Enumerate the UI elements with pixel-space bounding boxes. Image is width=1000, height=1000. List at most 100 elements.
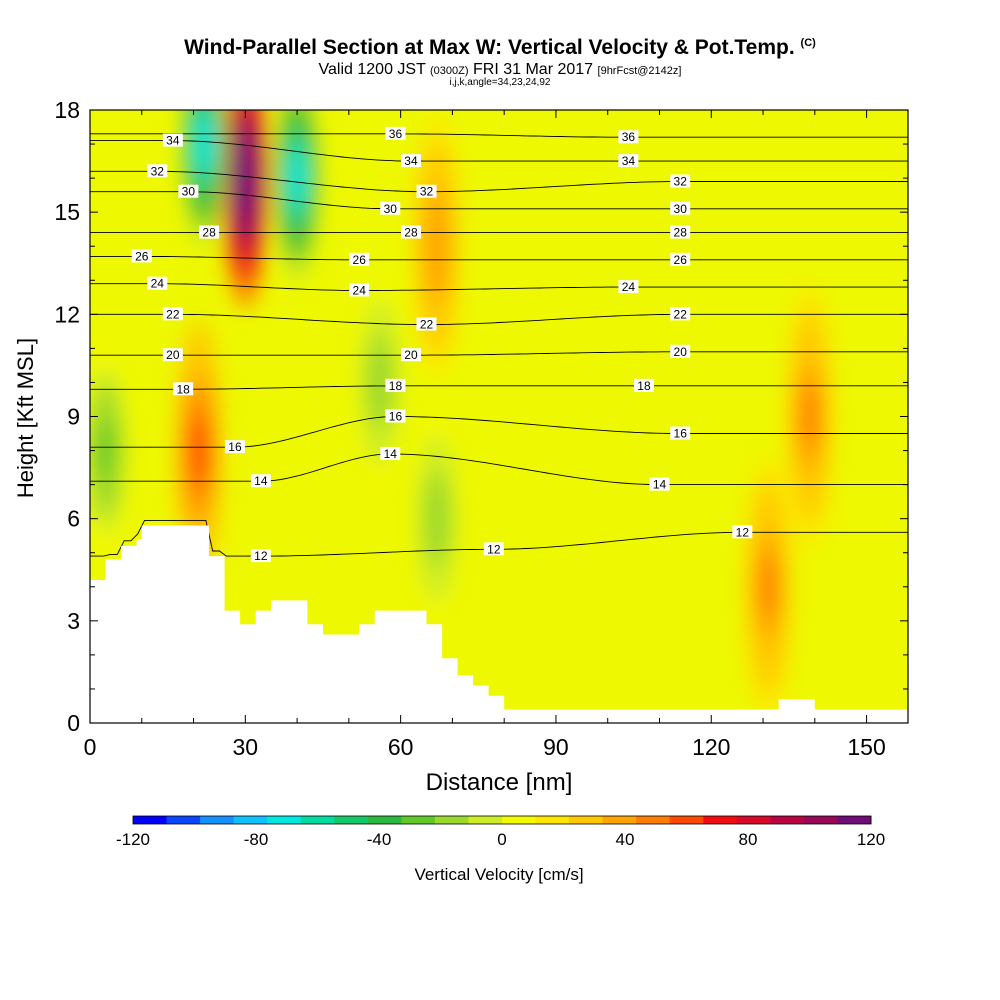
contour-label: 16 [224,440,245,454]
colorbar-swatch [200,816,235,824]
contour-labels: 12 12 12 14 14 14 16 16 16 18 18 18 20 20 20 22 22 22 24 24… [131,126,753,563]
colorbar-tick-label: 120 [857,830,885,849]
theta-contour [90,283,908,291]
contour-label-box [670,174,691,188]
contour-label-box [385,409,406,423]
colorbar-frame [132,815,872,825]
contour-label-box [147,164,168,178]
theta-contour [90,313,908,325]
contour-label-box [380,201,401,215]
y-axis-label: Height [Kft MSL] [13,338,38,498]
colorbar-tick-label: 0 [497,830,506,849]
contour-label: 22 [416,317,437,332]
contour-label: 14 [649,477,670,492]
contour-label: 22 [670,307,691,321]
colorbar-swatch [837,816,872,824]
updraft-core [800,382,820,451]
contour-label-text: 14 [384,447,398,461]
colorbar-swatch [770,816,805,824]
contour-label-box [385,126,406,140]
colorbar-swatch [367,816,402,824]
contour-label-text: 36 [389,127,403,141]
colorbar-tick-label: 40 [616,830,635,849]
colorbar-swatch [434,816,469,824]
contour-label-text: 16 [674,427,688,441]
contour-label: 18 [633,378,654,393]
contour-label: 12 [732,525,753,539]
contour-label: 34 [400,154,421,168]
contour-label-text: 28 [674,226,688,240]
colorbar-label: Vertical Velocity [cm/s] [414,865,583,884]
contour-label-box [380,446,401,460]
colorbar-swatch [166,816,201,824]
contour-label: 32 [147,164,168,178]
contour-label-text: 24 [151,277,165,291]
colorbar-swatch [502,816,537,824]
contour-label-box [173,382,194,396]
colorbar-swatch [334,816,369,824]
contour-label: 18 [173,382,194,396]
y-tick-label: 12 [54,301,80,327]
contour-label: 20 [162,348,183,362]
contour-label-text: 34 [622,154,636,168]
downdraft-core [194,115,214,174]
contour-label: 28 [670,225,691,240]
contour-label-text: 20 [674,345,688,359]
contour-label-text: 12 [487,542,501,556]
contour-label-box [349,252,370,266]
chart-title-text: Wind-Parallel Section at Max W: Vertical… [184,36,795,59]
contour-label-box [483,542,504,556]
contour-label: 14 [380,446,401,461]
y-tick-label: 9 [67,404,80,430]
colorbar-swatch [233,816,268,824]
contour-label: 26 [131,249,152,263]
colorbar-swatch [267,816,302,824]
theta-contour [90,140,908,162]
updraft-core [758,552,778,621]
colorbar-swatch [803,816,838,824]
theta-contour [90,385,908,390]
downdraft-core [427,489,447,548]
contour-label-text: 18 [637,379,651,393]
contour-label-box [224,440,245,454]
contour-label-box [670,426,691,440]
colorbar-swatch [602,816,637,824]
contour-label-text: 34 [404,154,418,168]
contour-label: 30 [380,201,401,216]
contour-label-text: 32 [674,175,688,189]
contour-label-text: 30 [182,185,196,199]
contour-label-text: 20 [404,348,418,362]
theta-contour [90,170,908,193]
contour-label: 36 [385,126,406,141]
contour-label-text: 18 [389,379,403,393]
colorbar-swatch [736,816,771,824]
colorbar-swatch [703,816,738,824]
updraft-core [235,144,255,213]
valid-date-text: FRI 31 Mar 2017 [473,61,594,78]
contour-label-text: 28 [404,226,418,240]
colorbar-tick-label: -80 [244,830,269,849]
contour-label-box [250,474,271,488]
contour-label: 22 [162,307,183,321]
contour-label-text: 32 [151,164,165,178]
contour-label-box [162,133,183,147]
contour-label-box [400,348,421,362]
colorbar-swatch [669,816,704,824]
contour-label-text: 28 [202,226,216,240]
contour-label-text: 16 [228,440,242,454]
chart-title: Wind-Parallel Section at Max W: Vertical… [0,36,1000,60]
contour-label-text: 22 [166,307,180,321]
colorbar-swatch [535,816,570,824]
theta-contour [90,453,908,486]
terrain-mask [90,525,908,723]
contour-label-box [670,307,691,321]
forecast-text: [9hrFcst@2142z] [597,65,682,77]
contour-label-box [162,348,183,362]
contour-label-box [199,225,220,239]
contour-label: 34 [162,133,183,148]
contour-label-box [618,130,639,144]
theta-contour [90,133,908,138]
contour-label-box [178,184,199,198]
